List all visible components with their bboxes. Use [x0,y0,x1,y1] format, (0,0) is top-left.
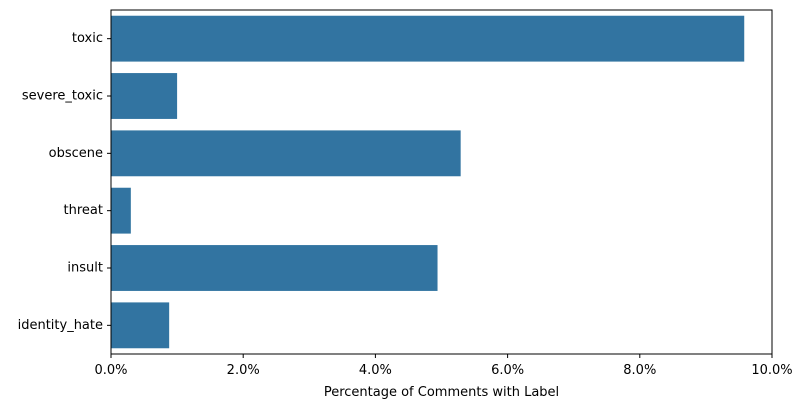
x-tick-label: 4.0% [359,363,392,378]
y-tick-label: toxic [72,31,103,46]
y-tick-label: threat [64,203,103,218]
y-tick-label: severe_toxic [22,89,103,104]
x-tick-label: 8.0% [623,363,656,378]
bar-toxic [111,15,745,62]
x-tick-label: 0.0% [94,363,127,378]
y-tick-label: insult [67,261,103,276]
bar-severe-toxic [111,73,178,119]
x-axis-label: Percentage of Comments with Label [324,385,559,400]
plot-frame [110,9,773,355]
bar-threat [111,187,131,234]
x-tick-label: 6.0% [491,363,524,378]
x-axis: 0.0% 2.0% 4.0% 6.0% 8.0% 10.0% [94,354,793,378]
y-tick-label: identity_hate [18,318,103,333]
bar-identity-hate [111,302,170,349]
bar-obscene [111,130,461,177]
x-tick-label: 2.0% [227,363,260,378]
y-tick-label: obscene [49,146,103,161]
bars-group [111,15,745,349]
x-tick-label: 10.0% [751,363,792,378]
bar-insult [111,245,438,291]
